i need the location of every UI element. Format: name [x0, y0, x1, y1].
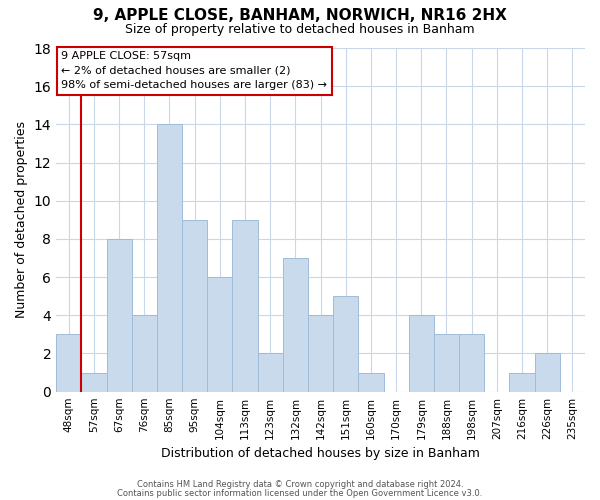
- Bar: [56, 334, 82, 392]
- X-axis label: Distribution of detached houses by size in Banham: Distribution of detached houses by size …: [161, 447, 480, 460]
- Bar: [459, 334, 484, 392]
- Bar: [82, 372, 107, 392]
- Bar: [535, 354, 560, 392]
- Bar: [308, 316, 333, 392]
- Bar: [207, 277, 232, 392]
- Bar: [409, 316, 434, 392]
- Bar: [283, 258, 308, 392]
- Bar: [509, 372, 535, 392]
- Bar: [358, 372, 383, 392]
- Bar: [157, 124, 182, 392]
- Text: Contains HM Land Registry data © Crown copyright and database right 2024.: Contains HM Land Registry data © Crown c…: [137, 480, 463, 489]
- Bar: [434, 334, 459, 392]
- Text: Size of property relative to detached houses in Banham: Size of property relative to detached ho…: [125, 22, 475, 36]
- Bar: [107, 239, 132, 392]
- Y-axis label: Number of detached properties: Number of detached properties: [15, 122, 28, 318]
- Bar: [333, 296, 358, 392]
- Text: 9 APPLE CLOSE: 57sqm
← 2% of detached houses are smaller (2)
98% of semi-detache: 9 APPLE CLOSE: 57sqm ← 2% of detached ho…: [61, 52, 328, 90]
- Bar: [232, 220, 257, 392]
- Text: Contains public sector information licensed under the Open Government Licence v3: Contains public sector information licen…: [118, 488, 482, 498]
- Bar: [132, 316, 157, 392]
- Text: 9, APPLE CLOSE, BANHAM, NORWICH, NR16 2HX: 9, APPLE CLOSE, BANHAM, NORWICH, NR16 2H…: [93, 8, 507, 22]
- Bar: [182, 220, 207, 392]
- Bar: [257, 354, 283, 392]
